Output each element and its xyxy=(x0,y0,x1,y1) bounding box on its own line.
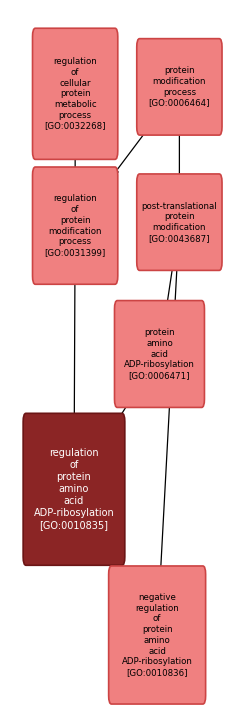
Text: regulation
of
protein
amino
acid
ADP-ribosylation
[GO:0010835]: regulation of protein amino acid ADP-rib… xyxy=(34,448,114,530)
FancyBboxPatch shape xyxy=(32,28,118,159)
Text: protein
modification
process
[GO:0006464]: protein modification process [GO:0006464… xyxy=(149,67,210,108)
FancyBboxPatch shape xyxy=(114,301,204,407)
Text: regulation
of
cellular
protein
metabolic
process
[GO:0032268]: regulation of cellular protein metabolic… xyxy=(44,57,106,130)
FancyBboxPatch shape xyxy=(137,39,222,135)
Text: negative
regulation
of
protein
amino
acid
ADP-ribosylation
[GO:0010836]: negative regulation of protein amino aci… xyxy=(122,593,193,677)
Text: post-translational
protein
modification
[GO:0043687]: post-translational protein modification … xyxy=(142,202,217,243)
FancyBboxPatch shape xyxy=(109,566,206,704)
Text: protein
amino
acid
ADP-ribosylation
[GO:0006471]: protein amino acid ADP-ribosylation [GO:… xyxy=(124,328,195,380)
FancyBboxPatch shape xyxy=(23,413,125,565)
FancyBboxPatch shape xyxy=(32,167,118,285)
FancyBboxPatch shape xyxy=(137,174,222,270)
Text: regulation
of
protein
modification
process
[GO:0031399]: regulation of protein modification proce… xyxy=(44,194,106,257)
